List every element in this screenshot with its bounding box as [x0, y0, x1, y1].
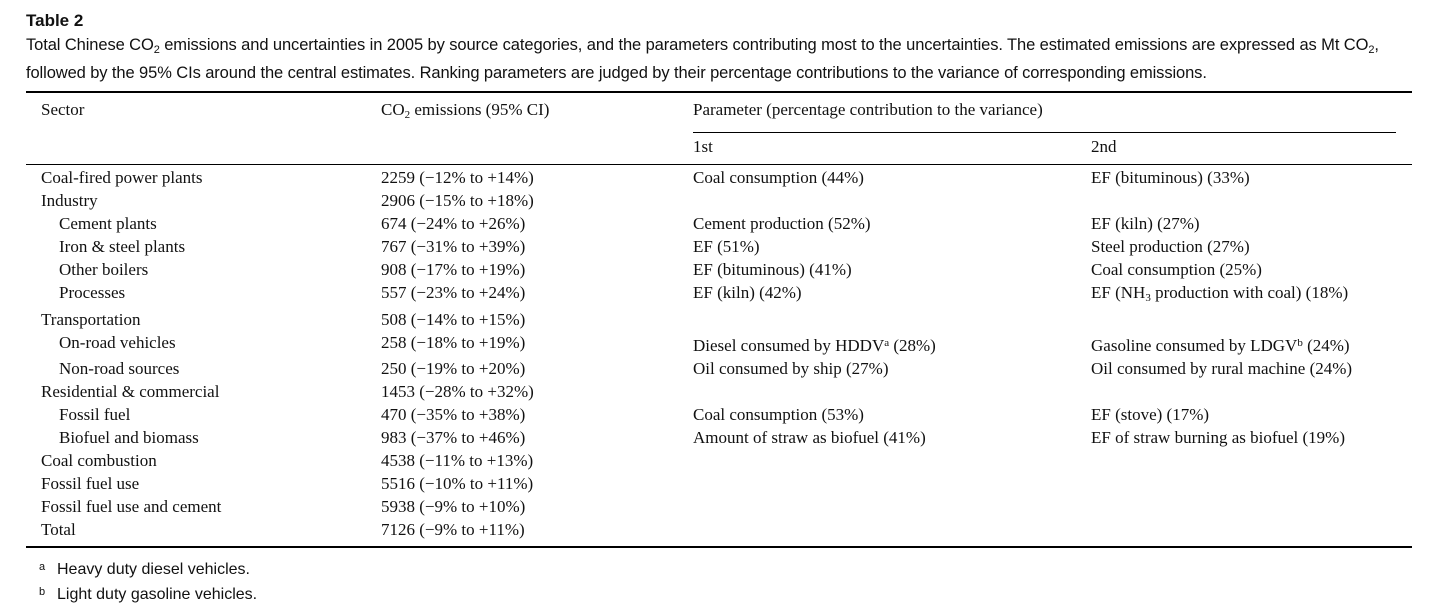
header-rule [26, 164, 1412, 165]
table-row: Fossil fuel use and cement 5938 (−9% to … [41, 496, 526, 516]
table-row: Total 7126 (−9% to +11%) [41, 519, 525, 539]
footnote-a: a Heavy duty diesel vehicles. [39, 560, 250, 578]
table-row: Coal combustion 4538 (−11% to +13%) [41, 450, 534, 470]
table-row: Transportation 508 (−14% to +15%) [41, 310, 526, 330]
table-row: Residential & commercial 1453 (−28% to +… [41, 382, 534, 402]
data-table-body: Coal-fired power plants 2259 (−12% to +1… [26, 167, 1412, 542]
table-row: Processes 557 (−23% to +24%) EF (kiln) (… [59, 282, 1349, 304]
header-sector: Sector [41, 100, 85, 119]
header-second: 2nd [1091, 137, 1117, 156]
footnote-b: b Light duty gasoline vehicles. [39, 585, 258, 603]
table-row: Industry 2906 (−15% to +18%) [41, 190, 534, 210]
header-parameter: Parameter (percentage contribution to th… [693, 100, 1043, 119]
table-row: Biofuel and biomass 983 (−37% to +46%) A… [59, 427, 1346, 447]
bottom-rule [26, 545, 1412, 548]
header-emissions: CO2 emissions (95% CI) [381, 100, 550, 121]
table-row: Cement plants 674 (−24% to +26%) Cement … [59, 213, 1200, 233]
table-row: Fossil fuel 470 (−35% to +38%) Coal cons… [59, 405, 1210, 425]
parameter-rule [693, 132, 1396, 133]
data-table: Sector CO2 emissions (95% CI) Parameter … [26, 93, 1412, 164]
footnote-ref-a: a [884, 337, 890, 350]
header-first: 1st [693, 137, 713, 156]
table-row: Fossil fuel use 5516 (−10% to +11%) [41, 473, 534, 493]
table-row: Iron & steel plants 767 (−31% to +39%) E… [59, 236, 1250, 256]
footnote-ref-b: b [1297, 337, 1303, 350]
footnotes: a Heavy duty diesel vehicles. b Light duty… [26, 556, 1412, 606]
table-row: Other boilers 908 (−17% to +19%) EF (bit… [59, 259, 1262, 279]
table-title: Table 2 [26, 11, 84, 30]
table-row: On-road vehicles 258 (−18% to +19%) Dies… [59, 333, 1350, 356]
table-caption: Total Chinese CO2 emissions and uncertai… [26, 36, 1379, 82]
table-row: Coal-fired power plants 2259 (−12% to +1… [41, 168, 1250, 187]
table-row: Non-road sources 250 (−19% to +20%) Oil … [59, 359, 1353, 379]
top-rule [26, 91, 1412, 93]
table-container: Table 2 Total Chinese CO2 emissions and … [26, 10, 1412, 606]
